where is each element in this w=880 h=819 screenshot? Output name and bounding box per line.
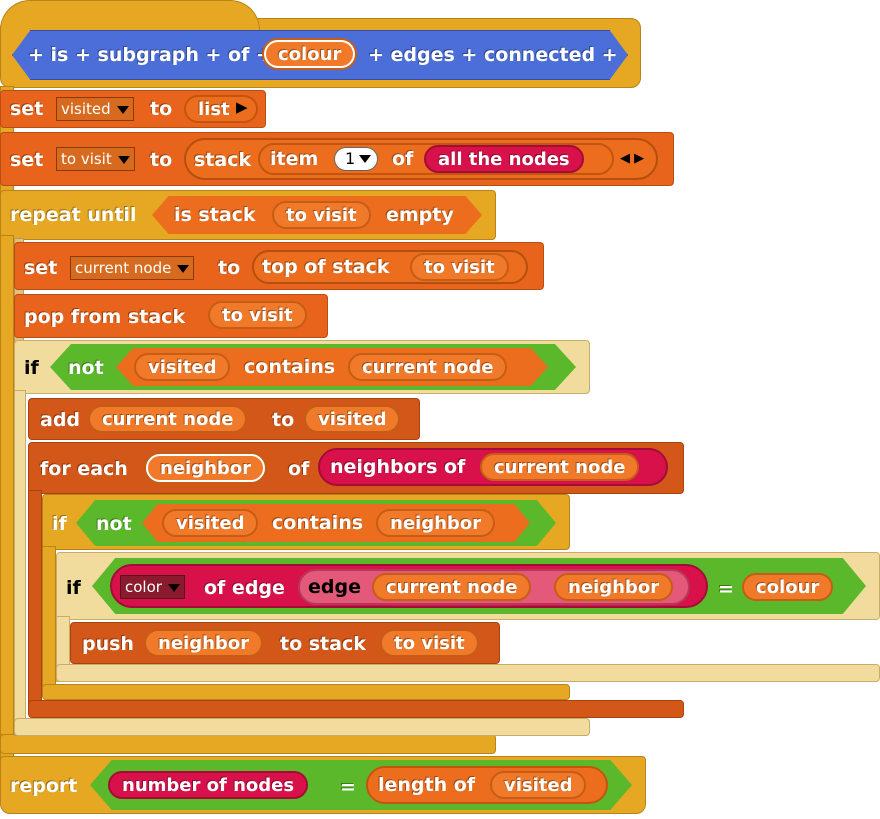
var-neighbor-2[interactable]: neighbor [554, 573, 674, 601]
var-dropdown-to-visit[interactable]: to visit [56, 147, 135, 171]
var-current-node[interactable]: current node [348, 353, 508, 381]
var-neighbor-3[interactable]: neighbor [144, 629, 264, 657]
var-to-visit-4[interactable]: to visit [380, 629, 479, 657]
var-current-node-3[interactable]: current node [480, 453, 640, 481]
number-of-nodes-reporter[interactable]: number of nodes [108, 771, 309, 799]
var-current-node-4[interactable]: current node [372, 573, 532, 601]
var-visited-2[interactable]: visited [304, 405, 401, 433]
var-neighbor[interactable]: neighbor [376, 509, 496, 537]
var-to-visit-3[interactable]: to visit [208, 301, 307, 329]
var-visited-4[interactable]: visited [490, 771, 587, 799]
variadic-arrows-icon[interactable]: ◀ ▶ [620, 151, 645, 166]
var-dropdown-current-node[interactable]: current node [70, 256, 195, 280]
prototype-label-start: + is + subgraph + of + [28, 44, 272, 66]
list-arrow-icon[interactable]: ▶ [236, 98, 248, 116]
var-visited-3[interactable]: visited [162, 509, 259, 537]
item-index-slot[interactable]: 1 [334, 147, 379, 171]
param-colour[interactable]: colour [264, 40, 356, 68]
var-to-visit[interactable]: to visit [272, 201, 371, 229]
attr-dropdown-color[interactable]: color [120, 575, 185, 599]
var-dropdown-visited[interactable]: visited [56, 97, 134, 121]
upvar-neighbor[interactable]: neighbor [146, 454, 266, 482]
var-colour[interactable]: colour [742, 573, 834, 601]
prototype-label-end: + edges + connected + [368, 44, 618, 66]
var-to-visit-2[interactable]: to visit [410, 253, 509, 281]
list-reporter[interactable]: list [184, 95, 258, 123]
var-visited[interactable]: visited [134, 353, 231, 381]
var-current-node-2[interactable]: current node [88, 405, 248, 433]
all-the-nodes-reporter[interactable]: all the nodes [424, 145, 584, 173]
